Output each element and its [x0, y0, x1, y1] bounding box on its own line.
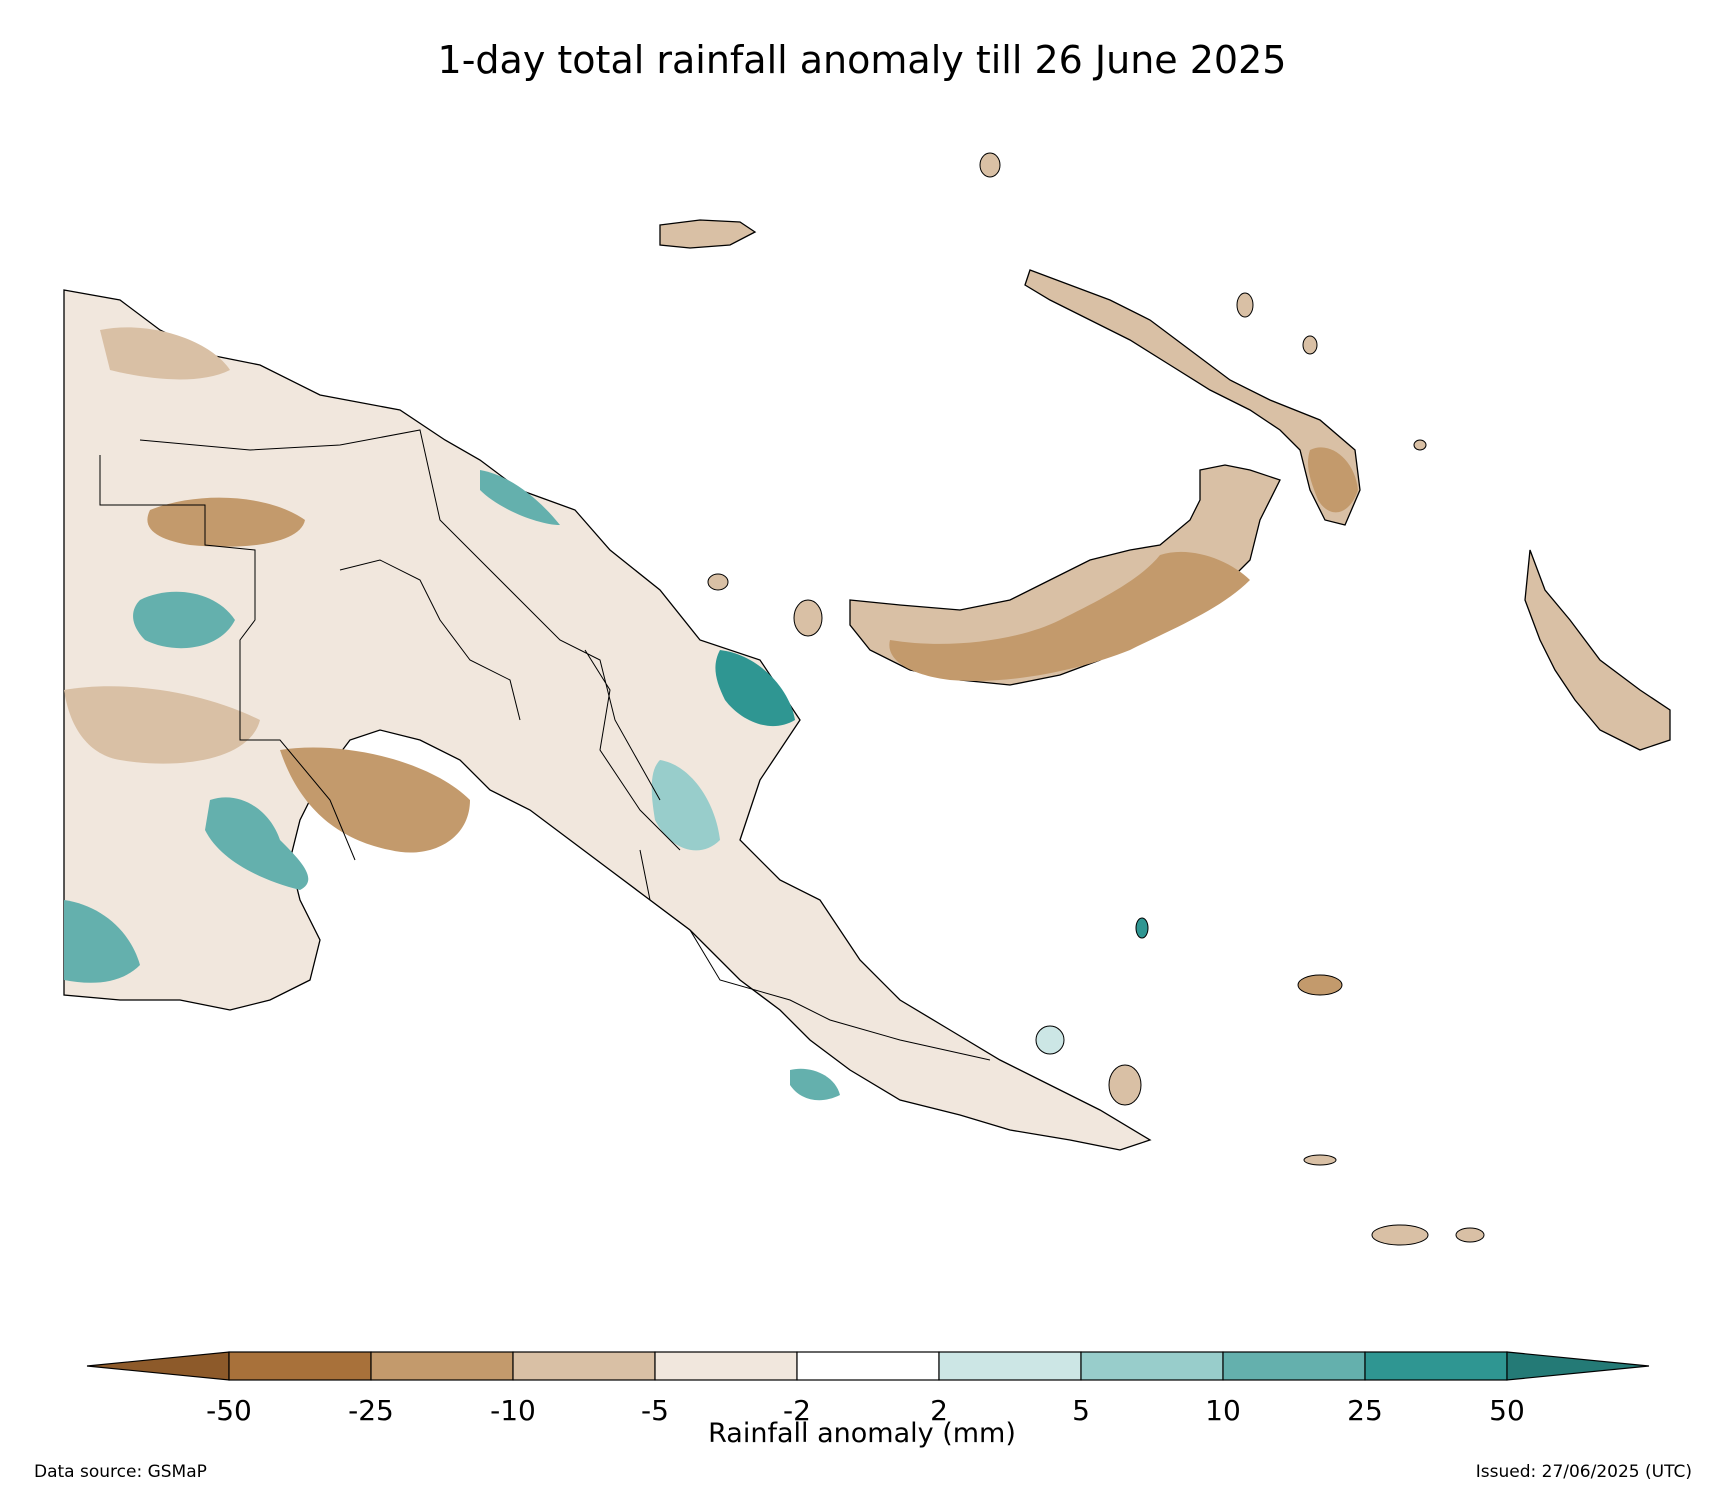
dry-anomaly-west — [64, 686, 260, 764]
wet-anomaly-north-coast — [480, 470, 560, 525]
new-ireland — [1024, 269, 1361, 526]
mainland — [63, 289, 1152, 1151]
province-borders — [99, 429, 991, 1061]
colorbar-tick: 25 — [1347, 1394, 1383, 1427]
new-ireland-land — [1024, 269, 1361, 526]
bougainville — [1524, 549, 1671, 751]
colorbar-tick: -5 — [641, 1394, 669, 1427]
colorbar-bin-3 — [512, 1351, 656, 1381]
colorbar-bin-2 — [370, 1351, 514, 1381]
colorbar-bin-9 — [1364, 1351, 1508, 1381]
colorbar-tick: -25 — [348, 1394, 394, 1427]
colorbar-extend-high — [1506, 1351, 1650, 1381]
colorbar-bin-8 — [1222, 1351, 1366, 1381]
wet-anomaly-south-west — [205, 797, 309, 890]
colorbar-extend-low — [86, 1351, 230, 1381]
map-title: 1-day total rainfall anomaly till 26 Jun… — [437, 38, 1287, 82]
colorbar-tick: 5 — [1072, 1394, 1090, 1427]
new-britain-dry — [889, 551, 1250, 681]
colorbar-ticks: -50 -25 -10 -5 -2 2 5 10 25 50 — [0, 1394, 1724, 1434]
mainland-land — [63, 289, 1152, 1151]
colorbar-bin-7 — [1080, 1351, 1224, 1381]
new-britain-land — [849, 464, 1281, 686]
new-ireland-dry — [1307, 447, 1358, 513]
colorbar-tick: 50 — [1489, 1394, 1525, 1427]
wet-anomaly-coast — [64, 900, 140, 983]
small-islands — [707, 152, 1485, 1246]
dry-anomaly-top — [100, 327, 230, 380]
wet-anomaly-morobe — [651, 760, 720, 851]
dry-anomaly-north — [147, 497, 305, 547]
colorbar-tick: 10 — [1205, 1394, 1241, 1427]
colorbar-bin-1 — [228, 1351, 372, 1381]
dry-anomaly-south — [280, 747, 470, 853]
colorbar — [86, 1351, 1650, 1381]
bougainville-land — [1524, 549, 1671, 751]
colorbar-bin-6 — [938, 1351, 1082, 1381]
wet-anomaly-madang — [715, 650, 795, 727]
new-britain — [849, 464, 1281, 686]
colorbar-bin-4 — [654, 1351, 798, 1381]
issued-date: Issued: 27/06/2025 (UTC) — [1475, 1462, 1692, 1482]
colorbar-label: Rainfall anomaly (mm) — [708, 1418, 1016, 1449]
colorbar-tick: -50 — [206, 1394, 252, 1427]
wet-anomaly-central — [790, 1068, 840, 1101]
wet-anomaly-west — [133, 591, 235, 649]
colorbar-tick: -10 — [490, 1394, 536, 1427]
colorbar-tick: -2 — [783, 1394, 811, 1427]
colorbar-bin-5 — [796, 1351, 940, 1381]
manus-island — [659, 219, 757, 249]
colorbar-tick: 2 — [930, 1394, 948, 1427]
data-source: Data source: GSMaP — [34, 1462, 207, 1482]
